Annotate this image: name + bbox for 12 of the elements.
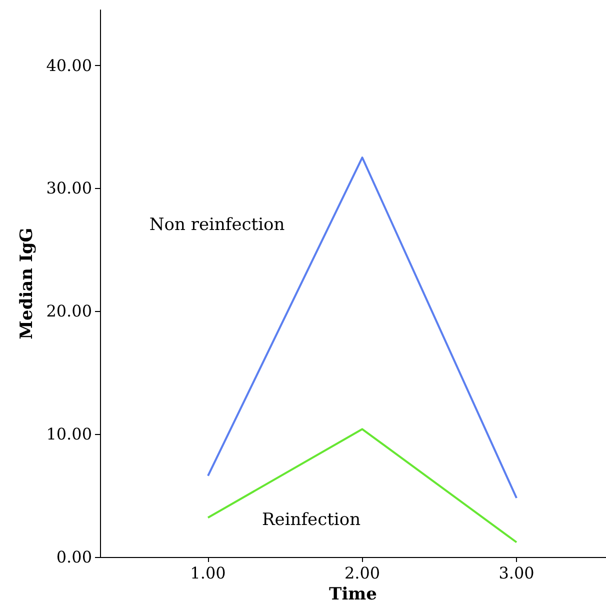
y-tick-label: 20.00 — [46, 302, 92, 321]
y-tick-label: 40.00 — [46, 56, 92, 75]
x-tick-label: 2.00 — [344, 564, 380, 582]
x-axis-title: Time — [329, 584, 378, 604]
text: Non reinfection — [149, 215, 285, 236]
x-tick-label: 3.00 — [498, 564, 534, 582]
series-label: Reinfection — [262, 510, 361, 530]
y-axis-title: Median IgG — [16, 228, 37, 340]
y-tick-label: 0.00 — [56, 548, 92, 566]
y-tick-label: 10.00 — [46, 424, 92, 444]
y-tick-label: 30.00 — [46, 178, 92, 198]
x-tick-label: 1.00 — [190, 564, 226, 582]
